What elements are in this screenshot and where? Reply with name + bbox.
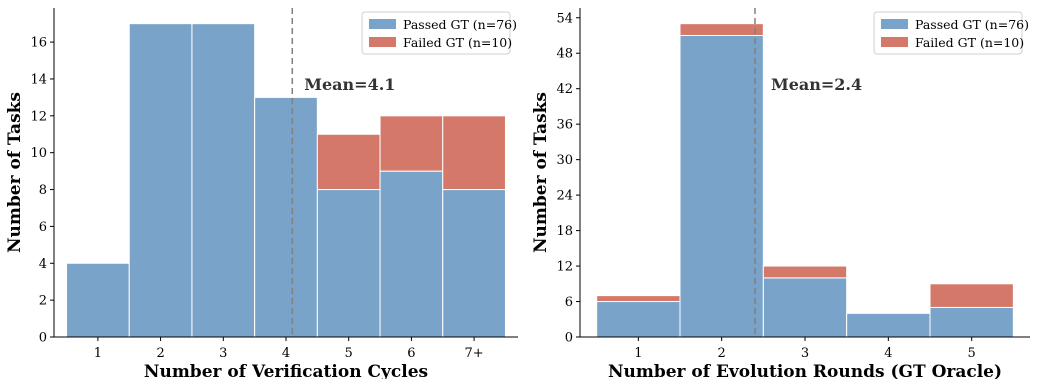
chart-2-y-tick-label: 48 — [556, 47, 573, 62]
chart-1-bar-passed-7 — [442, 189, 506, 338]
chart-2-legend: Passed GT (n=76) Failed GT (n=10) — [873, 11, 1029, 55]
chart-1-y-tick-label: 14 — [30, 72, 47, 87]
chart-2-bar-failed-3 — [762, 265, 848, 279]
chart-2-legend-label-passed: Passed GT (n=76) — [915, 17, 1029, 32]
chart-1-legend-swatch-passed — [369, 19, 396, 29]
chart-1-bar-failed-5 — [316, 133, 381, 191]
chart-1-bar-passed-6 — [379, 170, 444, 338]
chart-1-x-axis-label: Number of Verification Cycles — [144, 362, 428, 379]
chart-1-y-tick-label: 2 — [39, 294, 47, 309]
chart-2-legend-swatch-passed — [881, 19, 908, 29]
chart-2-y-axis-label: Number of Tasks — [531, 92, 551, 253]
chart-1-x-tick-label: 2 — [156, 346, 164, 361]
chart-2-legend-box — [873, 11, 1023, 55]
chart-2-bar-passed-2 — [679, 34, 764, 338]
chart-2-y-tick-label: 54 — [556, 11, 573, 26]
chart-1-bar-passed-5 — [316, 189, 381, 338]
chart-2-bar-passed-1 — [596, 301, 681, 338]
chart-2-bar-failed-1 — [596, 295, 681, 303]
chart-2-x-tick-label: 4 — [884, 346, 892, 361]
chart-1-y-tick-label: 16 — [30, 36, 47, 51]
chart-2-legend-label-failed: Failed GT (n=10) — [915, 35, 1024, 50]
chart-2-bar-passed-4 — [846, 312, 931, 338]
chart-1-bar-passed-2 — [128, 23, 193, 338]
chart-1-bar-failed-7 — [442, 115, 506, 191]
chart-2-bar-passed-5 — [929, 306, 1014, 338]
chart-2-x-tick-label: 2 — [718, 346, 726, 361]
chart-2-y-tick-label: 0 — [565, 331, 573, 346]
chart-2-x-tick-label: 5 — [968, 346, 976, 361]
chart-2-y-tick-label: 24 — [556, 189, 573, 204]
chart-2-x-axis-label: Number of Evolution Rounds (GT Oracle) — [608, 362, 1002, 379]
chart-2-bar-passed-3 — [762, 277, 848, 338]
chart-1-legend-label-passed: Passed GT (n=76) — [403, 17, 517, 32]
chart-2-bar-failed-2 — [679, 23, 764, 36]
chart-1-legend-box — [361, 11, 511, 55]
chart-1-y-tick-label: 10 — [30, 146, 47, 161]
chart-2-y-tick-label: 42 — [556, 82, 573, 97]
chart-2-y-tick-label: 6 — [565, 295, 573, 310]
chart-2-y-tick-label: 18 — [556, 224, 573, 239]
chart-1-legend: Passed GT (n=76) Failed GT (n=10) — [361, 11, 517, 55]
chart-2-x-tick-label: 1 — [634, 346, 642, 361]
chart-2-y-tick-label: 36 — [556, 118, 573, 133]
chart-1-x-tick-label: 5 — [345, 346, 353, 361]
chart-2-x-tick-label: 3 — [801, 346, 809, 361]
chart-2-legend-swatch-failed — [881, 37, 908, 47]
chart-1-y-tick-label: 6 — [39, 220, 47, 235]
chart-2-bar-failed-5 — [929, 283, 1014, 308]
chart-1-y-tick-label: 8 — [39, 183, 47, 198]
chart-1-y-tick-label: 12 — [30, 109, 47, 124]
chart-1-x-tick-label: 6 — [407, 346, 415, 361]
chart-2-mean-label: Mean=2.4 — [771, 75, 862, 94]
chart-1-legend-swatch-failed — [369, 37, 396, 47]
chart-1-x-tick-label: 3 — [219, 346, 227, 361]
chart-1-y-tick-label: 4 — [39, 257, 47, 272]
chart-1-bar-passed-4 — [254, 96, 318, 338]
chart-2-y-tick-label: 30 — [556, 153, 573, 168]
chart-1-x-tick-label: 1 — [94, 346, 102, 361]
chart-1-bar-passed-3 — [191, 23, 256, 338]
chart-1-bar-passed-1 — [66, 262, 130, 338]
chart-1-x-tick-label: 4 — [282, 346, 290, 361]
chart-1-y-tick-label: 0 — [39, 331, 47, 346]
chart-1-y-axis-label: Number of Tasks — [5, 92, 25, 253]
chart-2-y-tick-label: 12 — [556, 260, 573, 275]
chart-1-mean-label: Mean=4.1 — [304, 75, 395, 94]
chart-1-bar-failed-6 — [379, 115, 444, 172]
chart-1-x-tick-label: 7+ — [465, 346, 484, 361]
chart-1-legend-label-failed: Failed GT (n=10) — [403, 35, 512, 50]
